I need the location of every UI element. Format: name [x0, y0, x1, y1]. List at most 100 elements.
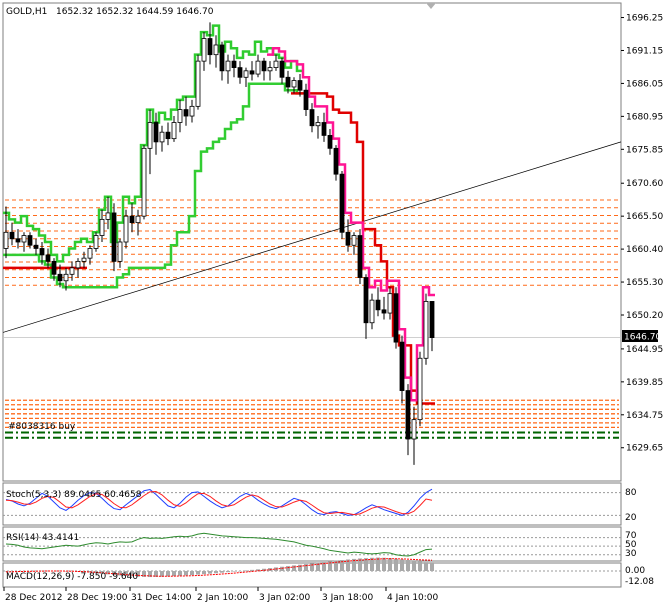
macd-hist-bar	[130, 571, 134, 577]
current-price-label: 1646.70	[624, 333, 661, 343]
price-tick-label: 1644.95	[626, 345, 663, 355]
current-price-box	[622, 330, 658, 342]
candle-body	[99, 218, 105, 236]
macd-hist-bar	[340, 560, 344, 571]
macd-hist-bar	[388, 558, 392, 571]
rsi-tick-70: 70	[625, 531, 637, 541]
upper-envelope-line	[3, 24, 303, 263]
macd-hist-bar	[334, 560, 338, 571]
candle-body	[321, 122, 327, 136]
candle-body	[297, 80, 303, 91]
candle-body	[207, 38, 213, 56]
macd-hist-bar	[166, 571, 170, 577]
macd-hist-bar	[310, 563, 314, 571]
macd-hist-bar	[238, 571, 242, 572]
candle-body	[381, 309, 387, 314]
macd-signal-line	[5, 558, 433, 577]
candle-body	[279, 60, 285, 78]
candle-body	[75, 260, 81, 269]
candle-body	[189, 105, 195, 117]
time-tick-label: 28 Dec 2012	[5, 593, 63, 603]
candle-body	[9, 231, 15, 240]
candle-body	[177, 109, 183, 123]
candle-body	[243, 70, 249, 78]
trendline	[2, 141, 622, 333]
candle-body	[27, 235, 33, 246]
price-tick-label: 1639.85	[626, 378, 663, 388]
macd-hist-bar	[394, 558, 398, 571]
candle-body	[123, 215, 129, 243]
candle-body	[417, 357, 423, 421]
price-tick-label: 1660.40	[626, 245, 663, 255]
time-tick-label: 31 Dec 14:00	[131, 593, 192, 603]
macd-hist-bar	[406, 560, 410, 571]
candle-body	[3, 231, 9, 249]
rsi-tick-30: 30	[625, 549, 637, 559]
macd-hist-bar	[280, 566, 284, 571]
order-label: #8038316 buy	[8, 422, 76, 432]
candle-body	[231, 60, 237, 68]
candle-body	[33, 244, 39, 249]
candles-layer	[3, 22, 435, 465]
candle-body	[15, 238, 21, 243]
candle-body	[141, 147, 147, 217]
candle-body	[225, 60, 231, 72]
macd-hist-bar	[376, 557, 380, 571]
macd-hist-bar	[142, 571, 146, 577]
candle-body	[357, 235, 363, 278]
macd-hist-bar	[112, 571, 116, 575]
price-tick-label: 1675.85	[626, 145, 663, 155]
price-tick-label: 1629.65	[626, 444, 663, 454]
macd-hist-bar	[286, 566, 290, 571]
header-ohlc: 1652.32 1652.32 1644.59 1646.70	[56, 7, 214, 17]
macd-hist-bar	[118, 571, 122, 576]
time-tick-label: 3 Jan 02:00	[259, 593, 311, 603]
candle-body	[135, 215, 141, 224]
macd-hist-bar	[184, 571, 188, 576]
macd-hist-bar	[226, 571, 230, 573]
macd-hist-bar	[232, 571, 236, 572]
candle-body	[369, 299, 375, 324]
candle-body	[327, 135, 333, 149]
candle-body	[351, 235, 357, 246]
macd-hist-bar	[220, 571, 224, 573]
candle-body	[183, 109, 189, 117]
macd-hist-bar	[298, 564, 302, 571]
stoch-pane-frame	[2, 482, 622, 526]
candle-body	[69, 267, 75, 275]
macd-hist-bar	[208, 571, 212, 574]
price-tick-label: 1691.15	[626, 46, 663, 56]
macd-label: MACD(12,26,9) -7.850 -9.640	[6, 572, 138, 582]
candle-body	[219, 44, 225, 72]
time-axis: 28 Dec 2012 28 Dec 19:00 31 Dec 14:00 2 Jan…	[3, 587, 439, 603]
macd-hist-bar	[346, 559, 350, 571]
candle-body	[63, 273, 69, 282]
candle-body	[339, 173, 345, 233]
candle-body	[81, 257, 87, 262]
candle-body	[291, 80, 297, 88]
price-tick-label: 1686.05	[626, 79, 663, 89]
macd-hist-bar	[364, 558, 368, 571]
macd-hist-bar	[244, 570, 248, 571]
stoch-tick-20: 20	[625, 513, 637, 523]
macd-hist-bar	[154, 571, 158, 577]
macd-hist-bar	[106, 571, 110, 575]
macd-tick-min: -12.08	[625, 577, 654, 587]
lower-envelope-line	[3, 82, 303, 289]
price-levels-layer	[2, 141, 622, 439]
candle-body	[159, 131, 165, 143]
candle-body	[375, 299, 381, 311]
macd-hist-bar	[136, 571, 140, 577]
macd-hist-bar	[124, 571, 128, 576]
candle-body	[423, 301, 429, 359]
candle-body	[261, 60, 267, 72]
macd-hist-bar	[172, 571, 176, 577]
subwindows-layer	[3, 488, 621, 578]
candle-body	[255, 60, 261, 75]
header-symbol: GOLD,H1	[6, 7, 47, 17]
candle-body	[165, 131, 171, 140]
chart-shift-marker[interactable]	[426, 3, 436, 9]
candle-body	[303, 89, 309, 110]
trailing-lines-layer	[3, 24, 435, 405]
